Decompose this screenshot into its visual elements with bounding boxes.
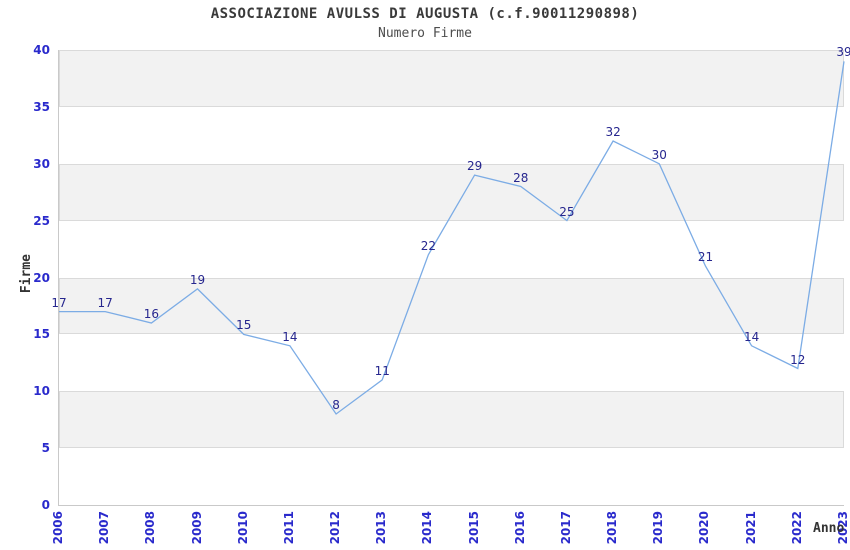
x-tick-label: 2017: [558, 511, 573, 545]
x-tick-label: 2021: [743, 511, 758, 545]
data-point-label: 21: [697, 250, 714, 265]
plot-band: [59, 391, 844, 449]
x-tick-label: 2022: [789, 511, 804, 545]
x-tick-label: 2009: [189, 511, 204, 545]
data-point-label: 14: [282, 329, 298, 344]
y-tick-label: 40: [33, 43, 50, 57]
data-point-label: 8: [332, 398, 340, 412]
data-point-label: 12: [790, 352, 806, 367]
data-point-label: 22: [420, 238, 437, 253]
chart-title: ASSOCIAZIONE AVULSS DI AUGUSTA (c.f.9001…: [210, 6, 640, 22]
data-point-label: 11: [374, 363, 390, 378]
y-tick-label: 0: [41, 498, 50, 512]
x-tick-label: 2014: [420, 511, 435, 545]
data-point-label: 29: [466, 159, 483, 174]
x-tick-label: 2013: [374, 511, 389, 545]
series-polyline: [59, 61, 845, 415]
data-point-label: 30: [651, 147, 667, 162]
data-point-label: 14: [744, 329, 760, 344]
data-point-label: 17: [51, 295, 67, 310]
x-tick-label: 2010: [235, 511, 250, 545]
line-series: [59, 61, 845, 415]
x-tick-label: 2015: [466, 511, 481, 545]
data-point-label: 17: [97, 295, 113, 310]
x-tick-label: 2012: [328, 511, 343, 545]
x-tick-label: 2018: [605, 511, 620, 545]
data-point-label: 15: [236, 318, 252, 333]
plot-band: [59, 277, 844, 335]
x-tick-label: 2007: [97, 511, 112, 545]
plot-band: [59, 50, 844, 107]
y-tick-label: 15: [33, 327, 50, 342]
y-tick-label: 30: [33, 156, 50, 171]
y-tick-label: 35: [33, 99, 50, 114]
chart-subtitle: Numero Firme: [378, 26, 472, 41]
plot-area: 17 17 16 19 15 14 8 11 22 29 28 25 32 30 21 14 12 39: [51, 46, 850, 506]
x-tick-label: 2008: [143, 511, 158, 545]
plot-band: [59, 163, 844, 221]
data-point-label: 25: [559, 204, 575, 219]
data-point-label: 16: [143, 307, 159, 321]
data-point-label: 19: [189, 272, 206, 287]
x-axis-title: Anno: [813, 521, 845, 536]
data-point-label: 32: [605, 125, 621, 139]
y-tick-label: 5: [41, 441, 50, 456]
y-tick-label: 10: [33, 384, 50, 399]
x-tick-label: 2016: [512, 511, 527, 545]
x-tick-label: 2011: [281, 511, 296, 545]
x-tick-label: 2020: [697, 511, 712, 545]
y-tick-label: 25: [33, 213, 50, 228]
y-tick-label: 20: [33, 270, 50, 285]
data-point-label: 39: [836, 45, 850, 60]
data-point-label: 28: [513, 170, 529, 185]
x-tick-label: 2019: [651, 511, 666, 545]
y-axis-title: Firme: [19, 254, 34, 294]
x-tick-label: 2006: [51, 511, 65, 545]
